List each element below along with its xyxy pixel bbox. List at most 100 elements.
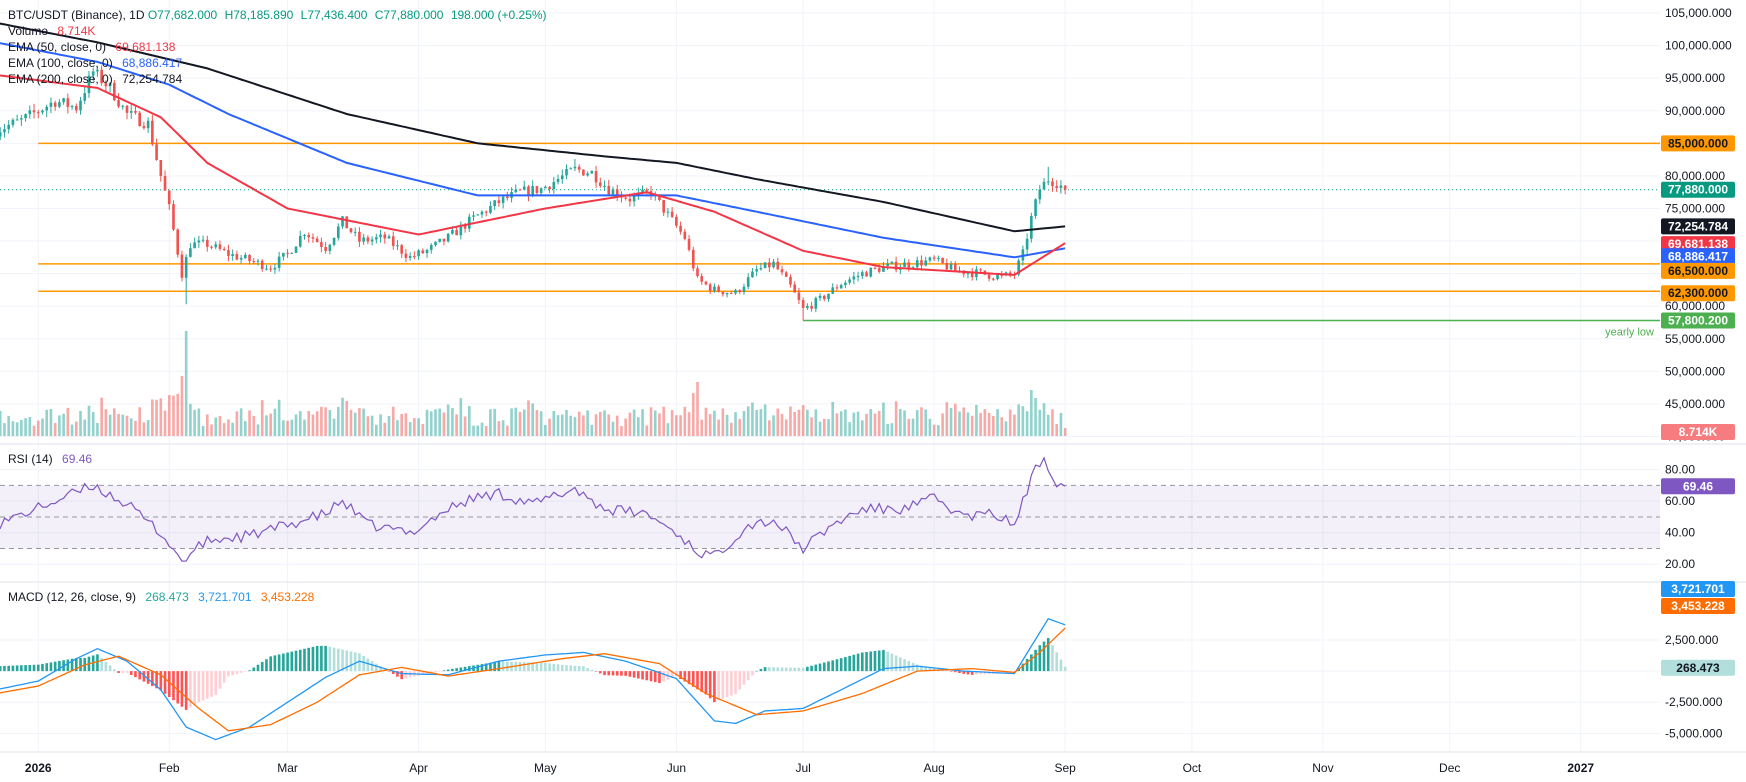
volume-bar (235, 411, 239, 436)
volume-bar (74, 421, 78, 436)
volume-bar (649, 407, 653, 436)
candle-body (425, 249, 429, 254)
volume-bar (573, 417, 577, 436)
ema200-legend[interactable]: EMA (200, close, 0) 72,254.784 (8, 71, 182, 87)
rsi-line[interactable] (0, 456, 1066, 562)
ema200-line[interactable] (0, 22, 1066, 233)
candle-body (260, 260, 264, 270)
candle-body (256, 260, 260, 262)
volume-bar (493, 408, 496, 436)
macd-signal-line[interactable] (0, 627, 1066, 732)
ema100-tag-text: 68,886.417 (1668, 249, 1728, 263)
symbol-title[interactable]: BTC/USDT (Binance), 1D (8, 8, 145, 22)
ema50-legend[interactable]: EMA (50, close, 0) 69,681.138 (8, 39, 175, 55)
ema100-legend[interactable]: EMA (100, close, 0) 68,886.417 (8, 55, 182, 71)
time-axis[interactable]: 2026 Feb Mar Apr May Jun Jul Aug Sep Oct Nov Dec 202… (25, 761, 1594, 775)
ema50-line[interactable] (0, 74, 1066, 276)
candle (62, 97, 65, 105)
candle-body (231, 254, 234, 256)
pane-dividers[interactable] (0, 443, 1746, 753)
macd-histogram-bar (687, 671, 691, 685)
candle (100, 65, 103, 86)
macd-histogram-bar (201, 671, 205, 701)
candle (484, 210, 488, 217)
macd-line[interactable] (0, 618, 1066, 741)
macd-histogram-bar (197, 671, 201, 703)
macd-histogram-bar (717, 671, 720, 701)
candle (852, 271, 856, 285)
volume-bar (421, 424, 425, 436)
rsi-tag-bg (1661, 478, 1735, 495)
candle-body (924, 260, 928, 266)
macd-histogram-bar (358, 653, 361, 672)
volume-bar (151, 399, 154, 436)
open-value: O77,682.000 (147, 8, 218, 22)
candle-body (463, 224, 467, 229)
candle (827, 293, 830, 302)
volume-bar (379, 414, 382, 436)
rsi-legend[interactable]: RSI (14) 69.46 (8, 451, 92, 467)
price-axis[interactable]: 105,000.000 100,000.000 95,000.000 90,000.0… (1665, 6, 1732, 740)
volume-bar (463, 416, 467, 436)
volume-bar (1046, 414, 1050, 436)
volume-bar (696, 382, 699, 436)
candle-body (480, 211, 484, 215)
candle (489, 201, 492, 215)
volume-bar (489, 409, 492, 436)
candle (1051, 178, 1054, 192)
macd-histogram-bar (142, 671, 146, 682)
candle-body (269, 268, 272, 270)
volume-bar (780, 413, 784, 436)
volume-bar (1030, 390, 1033, 436)
volume-bar (104, 409, 108, 436)
candle-body (11, 119, 15, 125)
macd-legend[interactable]: MACD (12, 26, close, 9) 268.473 3,721.70… (8, 589, 314, 605)
candle-body (307, 235, 311, 238)
macd-histogram-bar (121, 671, 125, 673)
candle (189, 243, 192, 258)
volume-bar (24, 418, 27, 436)
candle-body (375, 237, 378, 240)
candle-body (248, 254, 251, 262)
candle-body (708, 284, 712, 291)
macd-histogram-bar (907, 660, 911, 672)
macd-histogram-bar (607, 671, 611, 676)
volume-bar (20, 419, 23, 436)
candle (734, 288, 737, 295)
candle-body (548, 186, 551, 190)
macd-histogram-bar (375, 663, 378, 672)
ema100-line[interactable] (0, 42, 1066, 259)
macd-histogram-bar (713, 671, 716, 703)
symbol-legend[interactable]: BTC/USDT (Binance), 1D O77,682.000 H78,1… (8, 7, 551, 23)
candle-body (806, 305, 809, 308)
candle (776, 257, 780, 271)
candle (768, 257, 771, 272)
volume-bar (987, 412, 991, 436)
candle (146, 117, 150, 133)
candle-body (611, 189, 615, 195)
macd-histogram-bar (632, 671, 636, 678)
volume-bar (311, 414, 315, 436)
volume-bar (801, 405, 805, 436)
candle (349, 227, 353, 234)
volume-bar (941, 413, 944, 436)
candle (70, 104, 74, 110)
candle-body (79, 100, 82, 111)
candle-body (155, 144, 158, 161)
macd-histogram-bar (138, 671, 141, 680)
candle (108, 82, 112, 93)
candle (514, 184, 518, 194)
candle (937, 255, 940, 262)
volume-bar (501, 420, 505, 436)
volume-legend[interactable]: Volume 8.714K (8, 23, 95, 39)
macd-histogram-bar (311, 646, 315, 672)
candle-body (869, 267, 873, 277)
macd-histogram-bar (260, 661, 264, 672)
candle-body (113, 82, 116, 101)
price-levels: yearly low (0, 142, 1660, 339)
volume-bar (594, 414, 598, 436)
price-tick-label: 50,000.000 (1665, 364, 1725, 378)
candle (298, 230, 302, 248)
candle-body (134, 111, 137, 113)
